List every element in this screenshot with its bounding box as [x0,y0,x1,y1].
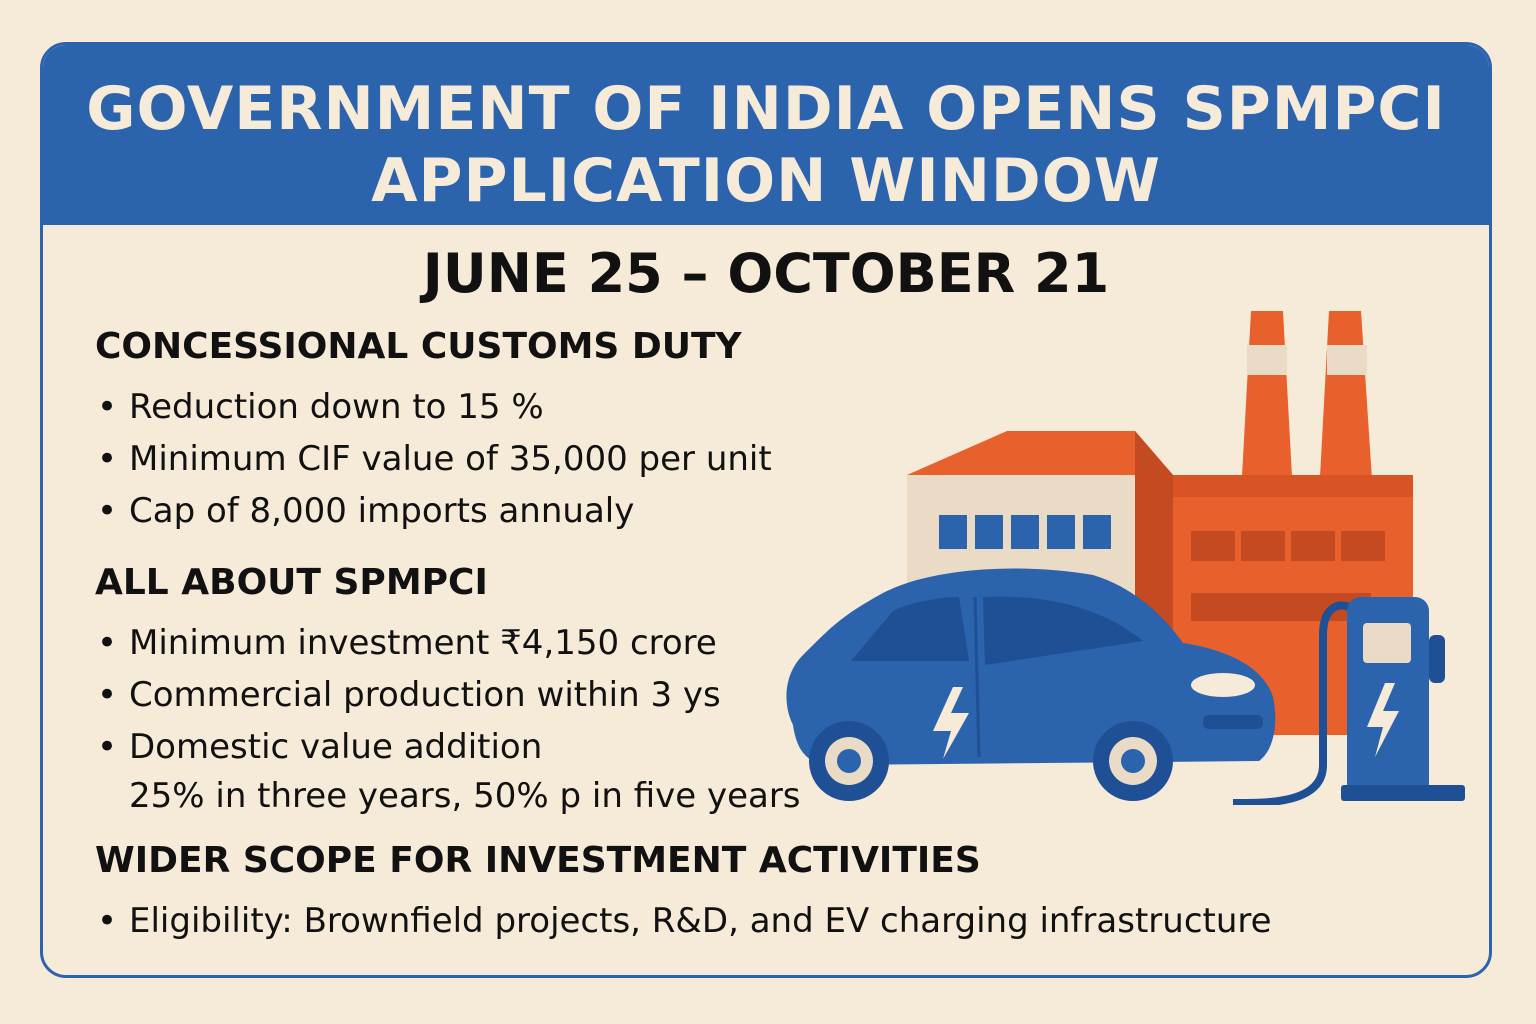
about-spmpci-list: Minimum investment ₹4,150 crore Commerci… [95,617,801,819]
title-line-1: GOVERNMENT OF INDIA OPENS SPMPCI [86,74,1446,144]
electric-car-icon [786,568,1276,801]
page-title: GOVERNMENT OF INDIA OPENS SPMPCI APPLICA… [43,73,1489,217]
list-item-line-1: Domestic value addition [129,727,543,767]
title-line-2: APPLICATION WINDOW [371,146,1161,216]
list-item: Minimum CIF value of 35,000 per unit [95,433,772,485]
wider-scope-list: Eligibility: Brownfield projects, R&D, a… [95,895,1272,947]
application-dates: JUNE 25 – OCTOBER 21 [422,242,1110,305]
ev-charging-station-icon [1232,597,1465,805]
list-item: Domestic value addition 25% in three yea… [95,721,801,819]
customs-duty-list: Reduction down to 15 % Minimum CIF value… [95,381,772,537]
list-item: Eligibility: Brownfield projects, R&D, a… [95,895,1272,947]
list-item: Minimum investment ₹4,150 crore [95,617,801,669]
list-item: Reduction down to 15 % [95,381,772,433]
list-item-line-2: 25% in three years, 50% p in five years [129,776,801,816]
ev-factory-illustration [786,311,1465,805]
lightning-bolt-icon [933,687,969,759]
info-card: GOVERNMENT OF INDIA OPENS SPMPCI APPLICA… [40,42,1492,978]
section-heading-about-spmpci: ALL ABOUT SPMPCI [95,562,488,603]
list-item: Commercial production within 3 ys [95,669,801,721]
title-banner: GOVERNMENT OF INDIA OPENS SPMPCI APPLICA… [43,45,1489,225]
list-item: Cap of 8,000 imports annualy [95,485,772,537]
section-heading-wider-scope: WIDER SCOPE FOR INVESTMENT ACTIVITIES [95,840,981,881]
section-heading-customs-duty: CONCESSIONAL CUSTOMS DUTY [95,326,742,367]
